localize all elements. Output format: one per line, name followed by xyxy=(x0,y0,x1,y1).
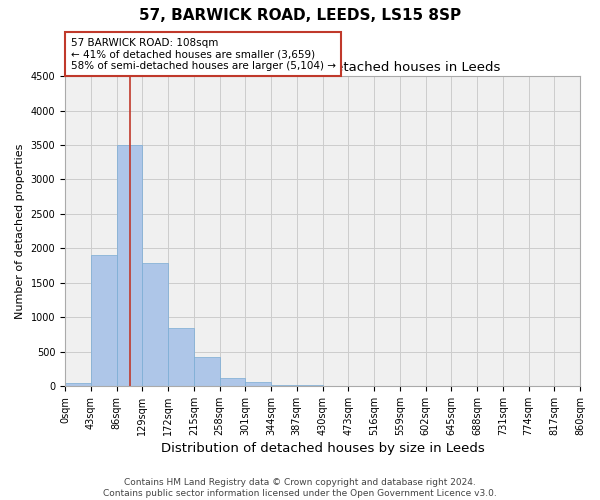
X-axis label: Distribution of detached houses by size in Leeds: Distribution of detached houses by size … xyxy=(161,442,484,455)
Bar xyxy=(142,264,168,386)
Bar xyxy=(65,382,91,386)
Bar xyxy=(91,255,116,386)
Text: 57 BARWICK ROAD: 108sqm
← 41% of detached houses are smaller (3,659)
58% of semi: 57 BARWICK ROAD: 108sqm ← 41% of detache… xyxy=(71,38,335,70)
Bar xyxy=(194,357,220,386)
Bar xyxy=(245,382,271,386)
Title: Size of property relative to detached houses in Leeds: Size of property relative to detached ho… xyxy=(145,60,501,74)
Bar xyxy=(271,384,297,386)
Bar xyxy=(116,145,142,386)
Bar xyxy=(220,378,245,386)
Text: Contains HM Land Registry data © Crown copyright and database right 2024.
Contai: Contains HM Land Registry data © Crown c… xyxy=(103,478,497,498)
Text: 57, BARWICK ROAD, LEEDS, LS15 8SP: 57, BARWICK ROAD, LEEDS, LS15 8SP xyxy=(139,8,461,22)
Y-axis label: Number of detached properties: Number of detached properties xyxy=(15,144,25,319)
Bar xyxy=(168,328,194,386)
